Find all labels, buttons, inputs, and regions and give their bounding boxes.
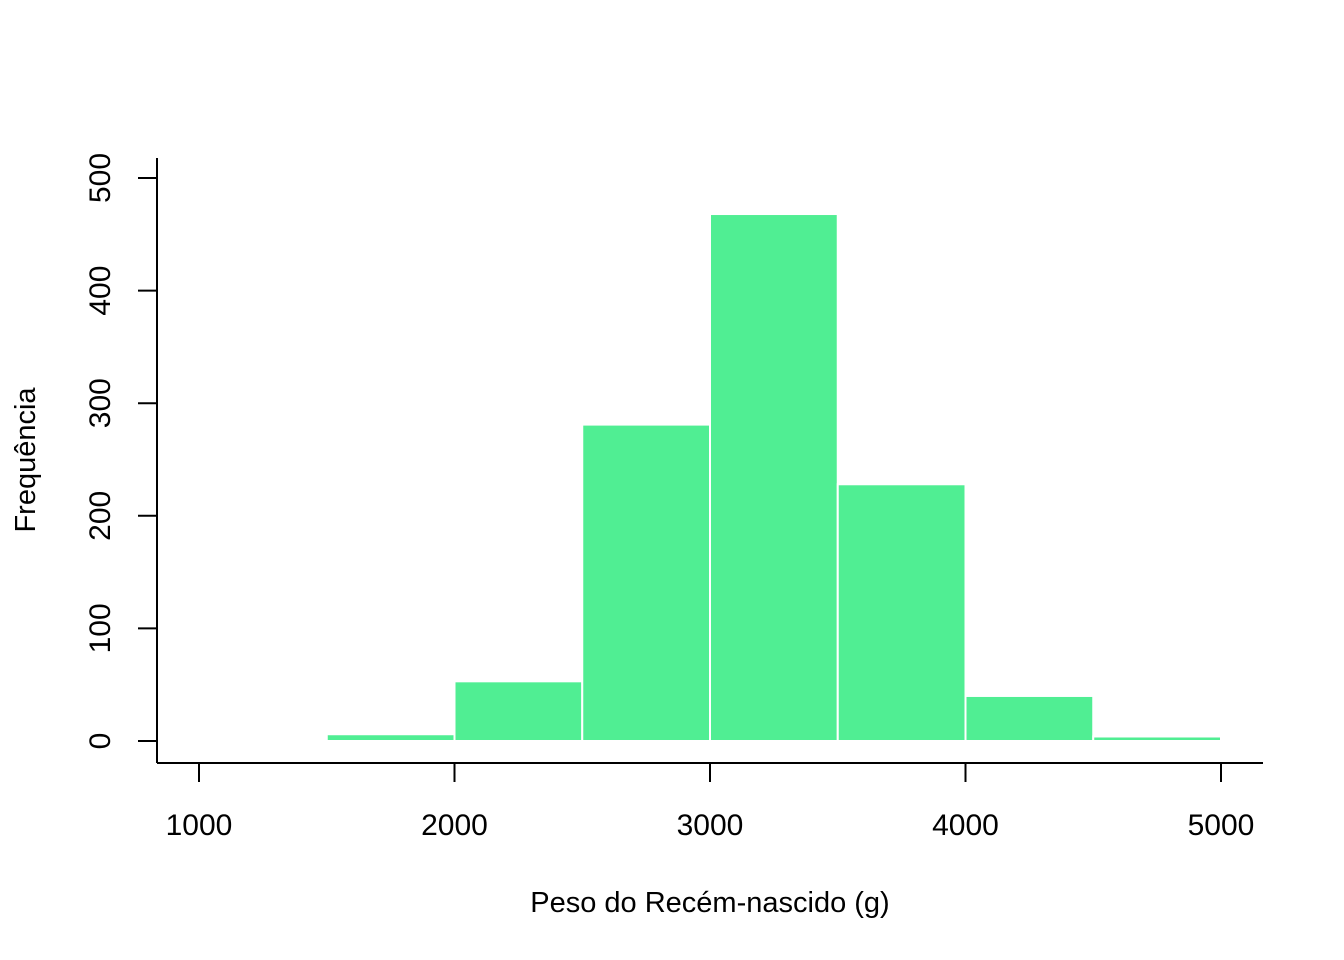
y-tick-label: 300 [84,378,117,428]
y-axis-ticks: 0 100 200 300 400 500 [84,153,157,749]
histogram-bar [453,680,584,743]
x-axis-title: Peso do Recém-nascido (g) [530,887,889,919]
y-tick-label: 200 [84,491,117,541]
histogram-bar [581,423,711,742]
y-tick-label: 0 [84,733,117,750]
x-axis-ticks: 1000 2000 3000 4000 5000 [166,763,1255,842]
x-tick-label: 5000 [1188,809,1255,842]
y-tick-label: 400 [84,266,117,316]
x-tick-label: 1000 [166,809,233,842]
histogram-bar [1092,735,1222,742]
y-tick-label: 100 [84,603,117,653]
histogram-bar [709,213,839,743]
x-tick-label: 4000 [932,809,999,842]
y-tick-label: 500 [84,153,117,203]
histogram-bar [325,733,456,743]
histogram-bar [836,483,967,742]
x-tick-label: 2000 [421,809,488,842]
y-axis-title: Frequência [10,387,42,533]
x-tick-label: 3000 [677,809,744,842]
histogram-bar [964,694,1095,743]
bars-group [325,213,1222,743]
